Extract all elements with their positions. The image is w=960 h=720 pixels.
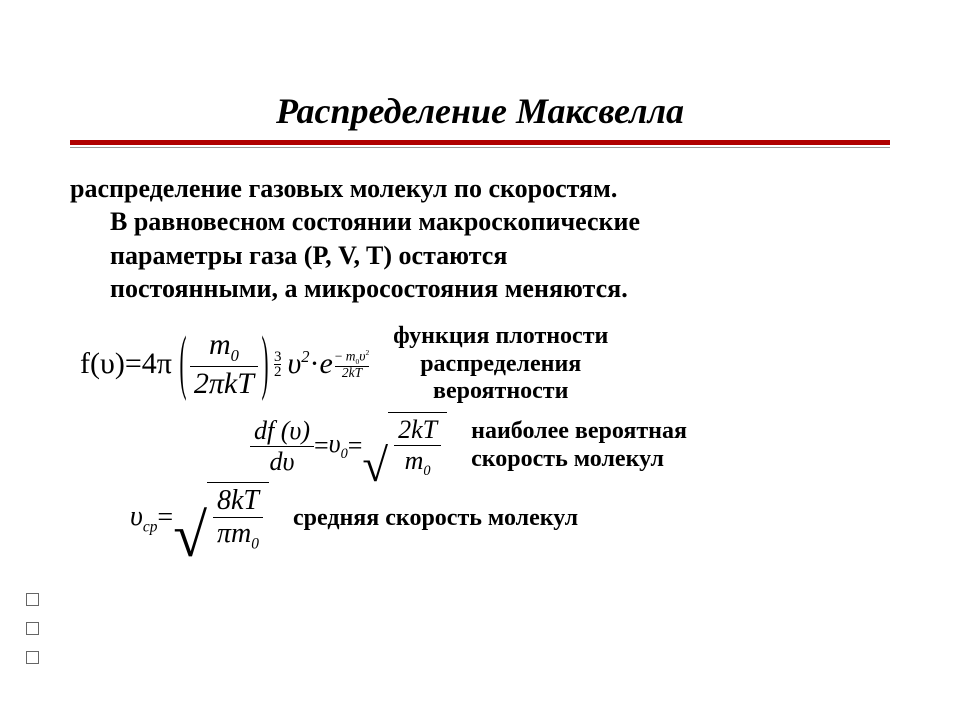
label1-l1: функция плотности bbox=[393, 323, 608, 349]
formula-density: f(υ) = 4π ( m0 2πkT ) 3 2 bbox=[80, 328, 369, 402]
f1-den: 2πkT bbox=[190, 367, 258, 401]
formula-most-probable: df (υ) dυ = υ0 = √ 2kT bbox=[250, 412, 447, 480]
f2-eq1: = bbox=[314, 431, 329, 461]
accent-rule bbox=[70, 140, 890, 145]
f1-v-exp: 2 bbox=[301, 347, 309, 366]
f2-lfrac: df (υ) dυ bbox=[250, 416, 314, 477]
rparen-icon: ) bbox=[261, 324, 268, 406]
f1-4pi: 4π bbox=[142, 347, 172, 381]
label-density: функция плотности распределения вероятно… bbox=[393, 323, 608, 406]
f2-eq2: = bbox=[348, 431, 363, 461]
f2-v0-sub: 0 bbox=[341, 446, 348, 462]
intro-paragraph: распределение газовых молекул по скорост… bbox=[70, 172, 890, 305]
f2-rden-sub: 0 bbox=[423, 463, 430, 479]
label1-l2: распределения bbox=[420, 351, 581, 377]
square-icon bbox=[26, 622, 39, 635]
f3-vcp: υ bbox=[130, 501, 143, 532]
label1-l3: вероятности bbox=[433, 378, 568, 404]
f1-e-exp: − m0υ2 2kT bbox=[335, 349, 369, 379]
grey-rule bbox=[70, 147, 890, 148]
f2-lden: dυ bbox=[266, 447, 299, 477]
f1-v: υ bbox=[287, 347, 301, 380]
f1-exp-den: 2 bbox=[274, 365, 282, 379]
formula-row-2: df (υ) dυ = υ0 = √ 2kT bbox=[250, 412, 890, 480]
label2-l1: наиболее вероятная bbox=[471, 418, 687, 444]
f1-minus: − bbox=[335, 349, 343, 364]
square-icon bbox=[26, 593, 39, 606]
f1-frac: m0 2πkT bbox=[190, 328, 258, 402]
f2-lnum: df (υ) bbox=[250, 416, 314, 446]
f1-e: e bbox=[319, 347, 332, 381]
f2-v0: υ bbox=[329, 429, 341, 458]
lparen-icon: ( bbox=[179, 324, 186, 406]
f1-eb: 2kT bbox=[342, 367, 362, 380]
f2-rnum: 2kT bbox=[394, 415, 441, 445]
f1-num: m bbox=[209, 328, 231, 361]
f3-rnum: 8kT bbox=[213, 485, 263, 517]
f1-exp-num: 3 bbox=[274, 350, 282, 364]
radical-icon: √ bbox=[173, 520, 207, 554]
para-line-4: постоянными, а микросостояния меняются. bbox=[110, 272, 890, 305]
label-mean-speed: средняя скорость молекул bbox=[293, 505, 578, 533]
f1-et-bsup: 2 bbox=[365, 348, 369, 357]
f1-outer-exp: 3 2 bbox=[274, 350, 282, 380]
para-line-2: В равновесном состоянии макроскопические bbox=[110, 205, 890, 238]
formula-mean-speed: υср = √ 8kT πm0 bbox=[130, 482, 269, 554]
f1-num-sub: 0 bbox=[231, 346, 239, 365]
page-title: Распределение Максвелла bbox=[70, 90, 890, 132]
f1-lhs: f(υ) bbox=[80, 347, 125, 381]
f2-rden: m bbox=[405, 446, 424, 475]
f3-eq: = bbox=[157, 502, 173, 534]
f3-vcp-sub: ср bbox=[143, 518, 158, 535]
formula-row-3: υср = √ 8kT πm0 bbox=[130, 482, 890, 554]
square-icon bbox=[26, 651, 39, 664]
radical-icon: √ bbox=[362, 452, 388, 480]
f1-et-a: m bbox=[346, 349, 356, 364]
f2-sqrt: √ 2kT m0 bbox=[362, 412, 447, 480]
label2-l2: скорость молекул bbox=[471, 446, 664, 472]
para-line-3: параметры газа (Р, V, T) остаются bbox=[110, 239, 890, 272]
decorative-squares bbox=[26, 593, 39, 664]
para-line-1: распределение газовых молекул по скорост… bbox=[70, 174, 617, 203]
f1-eq: = bbox=[125, 347, 142, 381]
formula-row-1: f(υ) = 4π ( m0 2πkT ) 3 2 bbox=[80, 323, 890, 406]
f1-dot: · bbox=[309, 347, 319, 381]
f3-sqrt: √ 8kT πm0 bbox=[173, 482, 269, 554]
f3-rden: πm bbox=[217, 518, 251, 549]
title-underline bbox=[70, 140, 890, 148]
f3-rden-sub: 0 bbox=[251, 536, 259, 553]
label-most-probable: наиболее вероятная скорость молекул bbox=[471, 418, 687, 473]
